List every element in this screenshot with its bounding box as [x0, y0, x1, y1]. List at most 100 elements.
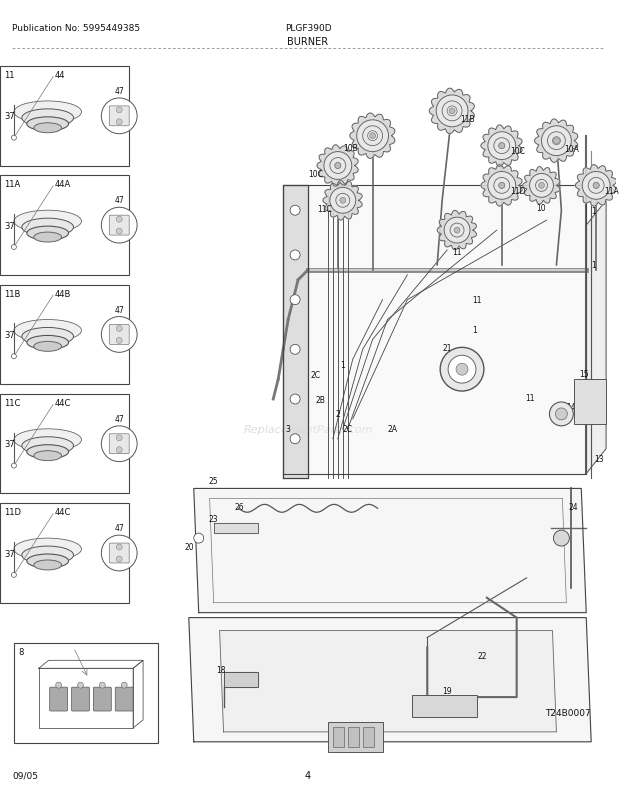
- Text: 2A: 2A: [388, 425, 397, 434]
- Polygon shape: [214, 524, 259, 533]
- Polygon shape: [283, 186, 308, 479]
- Text: PLGF390D: PLGF390D: [285, 24, 331, 34]
- Text: 13: 13: [594, 455, 604, 464]
- Circle shape: [499, 144, 505, 149]
- Text: 09/05: 09/05: [12, 771, 38, 780]
- Ellipse shape: [22, 437, 74, 455]
- Circle shape: [455, 229, 459, 233]
- Text: 11D: 11D: [510, 187, 525, 196]
- Text: 21: 21: [443, 343, 452, 352]
- Text: 2C: 2C: [343, 425, 353, 434]
- Text: 18: 18: [216, 665, 226, 674]
- Text: BURNER: BURNER: [288, 38, 329, 47]
- FancyBboxPatch shape: [109, 434, 129, 454]
- Ellipse shape: [22, 546, 74, 565]
- Text: 4: 4: [305, 770, 311, 780]
- Polygon shape: [224, 672, 259, 687]
- Text: 1: 1: [472, 326, 477, 334]
- Circle shape: [335, 164, 341, 169]
- FancyBboxPatch shape: [363, 727, 374, 747]
- Text: 10: 10: [536, 204, 546, 213]
- Text: 24: 24: [569, 502, 578, 511]
- Text: 11B: 11B: [4, 290, 20, 298]
- Circle shape: [194, 533, 204, 544]
- Circle shape: [488, 172, 516, 200]
- Circle shape: [101, 427, 137, 462]
- FancyBboxPatch shape: [0, 176, 129, 275]
- Polygon shape: [523, 168, 560, 205]
- Circle shape: [117, 119, 122, 126]
- Circle shape: [101, 317, 137, 353]
- Ellipse shape: [33, 561, 61, 570]
- Text: 47: 47: [114, 415, 124, 423]
- Circle shape: [539, 183, 544, 189]
- Text: 1: 1: [340, 360, 345, 369]
- FancyBboxPatch shape: [115, 687, 133, 711]
- Circle shape: [336, 194, 350, 208]
- Circle shape: [448, 356, 476, 383]
- Text: 37: 37: [4, 221, 15, 230]
- Circle shape: [117, 326, 122, 332]
- Circle shape: [11, 464, 16, 468]
- Circle shape: [11, 354, 16, 359]
- Ellipse shape: [33, 451, 61, 461]
- Circle shape: [499, 144, 505, 149]
- Text: 10C: 10C: [510, 147, 525, 156]
- Circle shape: [117, 435, 122, 441]
- Circle shape: [290, 434, 300, 444]
- FancyBboxPatch shape: [333, 727, 344, 747]
- Text: 22: 22: [477, 651, 487, 660]
- Text: 20: 20: [184, 542, 194, 551]
- Circle shape: [117, 107, 122, 114]
- Circle shape: [549, 403, 574, 427]
- Ellipse shape: [22, 219, 74, 237]
- Circle shape: [324, 152, 352, 180]
- Circle shape: [11, 573, 16, 577]
- Ellipse shape: [14, 211, 81, 233]
- Circle shape: [341, 199, 345, 203]
- Text: 37: 37: [4, 330, 15, 339]
- Text: 1: 1: [591, 261, 596, 270]
- Circle shape: [330, 158, 346, 174]
- Circle shape: [449, 109, 455, 115]
- Circle shape: [494, 139, 510, 155]
- Circle shape: [541, 127, 571, 156]
- Circle shape: [436, 96, 468, 128]
- Circle shape: [117, 545, 122, 550]
- Polygon shape: [323, 181, 362, 221]
- Circle shape: [554, 530, 569, 546]
- Polygon shape: [133, 661, 143, 728]
- Text: 11A: 11A: [604, 187, 619, 196]
- Text: 37: 37: [4, 112, 15, 121]
- Circle shape: [11, 245, 16, 250]
- Circle shape: [370, 134, 376, 140]
- Text: 23: 23: [209, 514, 218, 523]
- Polygon shape: [534, 119, 578, 163]
- Circle shape: [99, 683, 105, 688]
- FancyBboxPatch shape: [574, 379, 606, 424]
- Ellipse shape: [22, 110, 74, 128]
- Circle shape: [368, 132, 378, 141]
- Text: 11A: 11A: [4, 180, 20, 189]
- Circle shape: [536, 180, 547, 192]
- Text: 17: 17: [333, 743, 343, 751]
- Circle shape: [290, 251, 300, 261]
- Circle shape: [444, 218, 470, 244]
- Circle shape: [488, 132, 516, 160]
- Circle shape: [593, 183, 599, 189]
- Polygon shape: [317, 146, 358, 187]
- Text: 2C: 2C: [311, 371, 321, 379]
- Circle shape: [456, 364, 468, 375]
- Circle shape: [290, 206, 300, 216]
- FancyBboxPatch shape: [0, 504, 129, 603]
- Circle shape: [556, 408, 567, 420]
- Polygon shape: [587, 201, 606, 474]
- Text: 11: 11: [4, 71, 14, 80]
- Text: 26: 26: [234, 502, 244, 511]
- Circle shape: [552, 137, 560, 145]
- Text: 15: 15: [579, 369, 589, 379]
- FancyBboxPatch shape: [0, 395, 129, 494]
- Text: 47: 47: [114, 524, 124, 533]
- Text: Publication No: 5995449385: Publication No: 5995449385: [12, 24, 140, 34]
- Polygon shape: [437, 211, 476, 250]
